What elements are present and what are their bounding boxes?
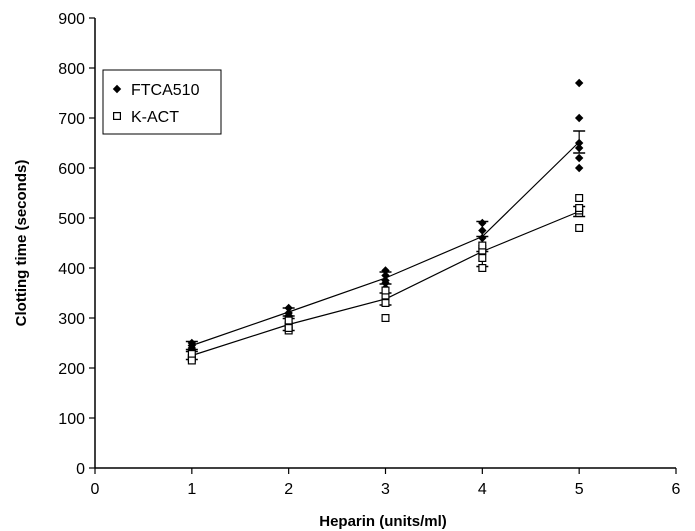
data-point — [478, 218, 487, 228]
data-point — [575, 224, 584, 233]
series-1 — [185, 194, 586, 365]
data-point — [381, 271, 390, 280]
x-axis-title: Heparin (units/ml) — [319, 513, 447, 530]
y-tick-label: 900 — [58, 11, 85, 28]
legend: FTCA510 K-ACT — [102, 69, 222, 135]
data-point — [381, 266, 390, 275]
legend-box — [102, 69, 222, 135]
data-point — [284, 316, 293, 325]
data-point — [574, 78, 584, 88]
y-tick-label: 800 — [58, 61, 85, 78]
data-point — [574, 143, 584, 153]
y-axis-title: Clotting time (seconds) — [13, 160, 30, 327]
y-tick-label: 100 — [58, 411, 85, 428]
data-point — [187, 338, 197, 348]
data-point — [478, 241, 487, 250]
legend-label: FTCA510 — [131, 82, 200, 99]
data-point — [478, 254, 487, 263]
y-tick-label: 300 — [58, 311, 85, 328]
plot-area — [185, 78, 586, 365]
data-point — [574, 163, 584, 173]
data-point — [187, 350, 196, 359]
y-tick-label: 200 — [58, 361, 85, 378]
data-point — [381, 314, 390, 323]
y-tick-label: 400 — [58, 261, 85, 278]
legend-marker — [112, 84, 122, 94]
y-tick-label: 0 — [76, 461, 85, 478]
x-tick-label: 5 — [575, 481, 584, 498]
x-tick-label: 2 — [284, 481, 293, 498]
x-tick-label: 0 — [91, 481, 100, 498]
y-tick-label: 700 — [58, 111, 85, 128]
data-point — [187, 356, 196, 365]
data-point — [381, 299, 390, 308]
data-point — [284, 324, 293, 333]
x-tick-label: 4 — [478, 481, 487, 498]
data-point — [574, 153, 584, 163]
data-point — [478, 264, 487, 273]
data-point — [575, 204, 584, 213]
axes: 0 100 200 300 400 500 600 700 800 900 0 1 2 3 4 5 6 — [58, 11, 680, 498]
x-tick-label: 1 — [187, 481, 196, 498]
data-point — [478, 226, 487, 235]
legend-marker — [112, 111, 121, 120]
data-point — [574, 113, 584, 123]
y-tick-label: 600 — [58, 161, 85, 178]
data-point — [381, 286, 390, 295]
x-tick-label: 3 — [381, 481, 390, 498]
series-0 — [185, 78, 586, 355]
data-point — [574, 138, 584, 148]
data-point — [284, 303, 293, 313]
y-tick-label: 500 — [58, 211, 85, 228]
data-point — [575, 194, 584, 203]
data-point — [381, 278, 390, 288]
x-tick-label: 6 — [672, 481, 681, 498]
legend-label: K-ACT — [131, 109, 179, 126]
